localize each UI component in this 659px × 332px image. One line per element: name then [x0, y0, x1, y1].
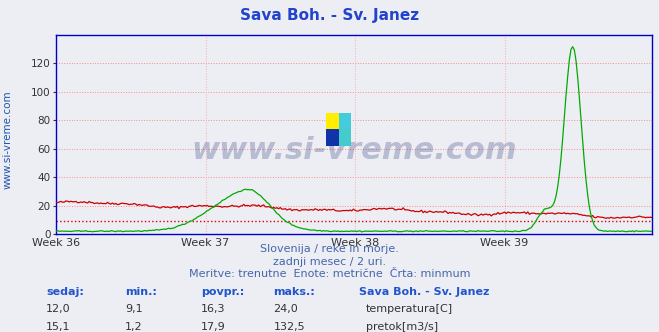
Text: 16,3: 16,3 — [201, 304, 225, 314]
Text: sedaj:: sedaj: — [46, 287, 84, 297]
Bar — [326, 113, 339, 129]
Text: povpr.:: povpr.: — [201, 287, 244, 297]
Text: 1,2: 1,2 — [125, 322, 143, 332]
Text: 15,1: 15,1 — [46, 322, 71, 332]
Text: 9,1: 9,1 — [125, 304, 143, 314]
Bar — [339, 129, 351, 146]
Text: 12,0: 12,0 — [46, 304, 71, 314]
Text: temperatura[C]: temperatura[C] — [366, 304, 453, 314]
Bar — [326, 129, 339, 146]
Text: 17,9: 17,9 — [201, 322, 226, 332]
Text: www.si-vreme.com: www.si-vreme.com — [191, 136, 517, 165]
Text: Meritve: trenutne  Enote: metrične  Črta: minmum: Meritve: trenutne Enote: metrične Črta: … — [188, 269, 471, 279]
Text: Sava Boh. - Sv. Janez: Sava Boh. - Sv. Janez — [240, 8, 419, 23]
Text: zadnji mesec / 2 uri.: zadnji mesec / 2 uri. — [273, 257, 386, 267]
Text: 24,0: 24,0 — [273, 304, 299, 314]
Bar — [339, 113, 351, 129]
Text: Sava Boh. - Sv. Janez: Sava Boh. - Sv. Janez — [359, 287, 490, 297]
Text: pretok[m3/s]: pretok[m3/s] — [366, 322, 438, 332]
Text: min.:: min.: — [125, 287, 157, 297]
Text: 132,5: 132,5 — [273, 322, 305, 332]
Text: maks.:: maks.: — [273, 287, 315, 297]
Text: www.si-vreme.com: www.si-vreme.com — [3, 90, 13, 189]
Text: Slovenija / reke in morje.: Slovenija / reke in morje. — [260, 244, 399, 254]
Polygon shape — [326, 113, 339, 129]
Polygon shape — [326, 113, 351, 129]
